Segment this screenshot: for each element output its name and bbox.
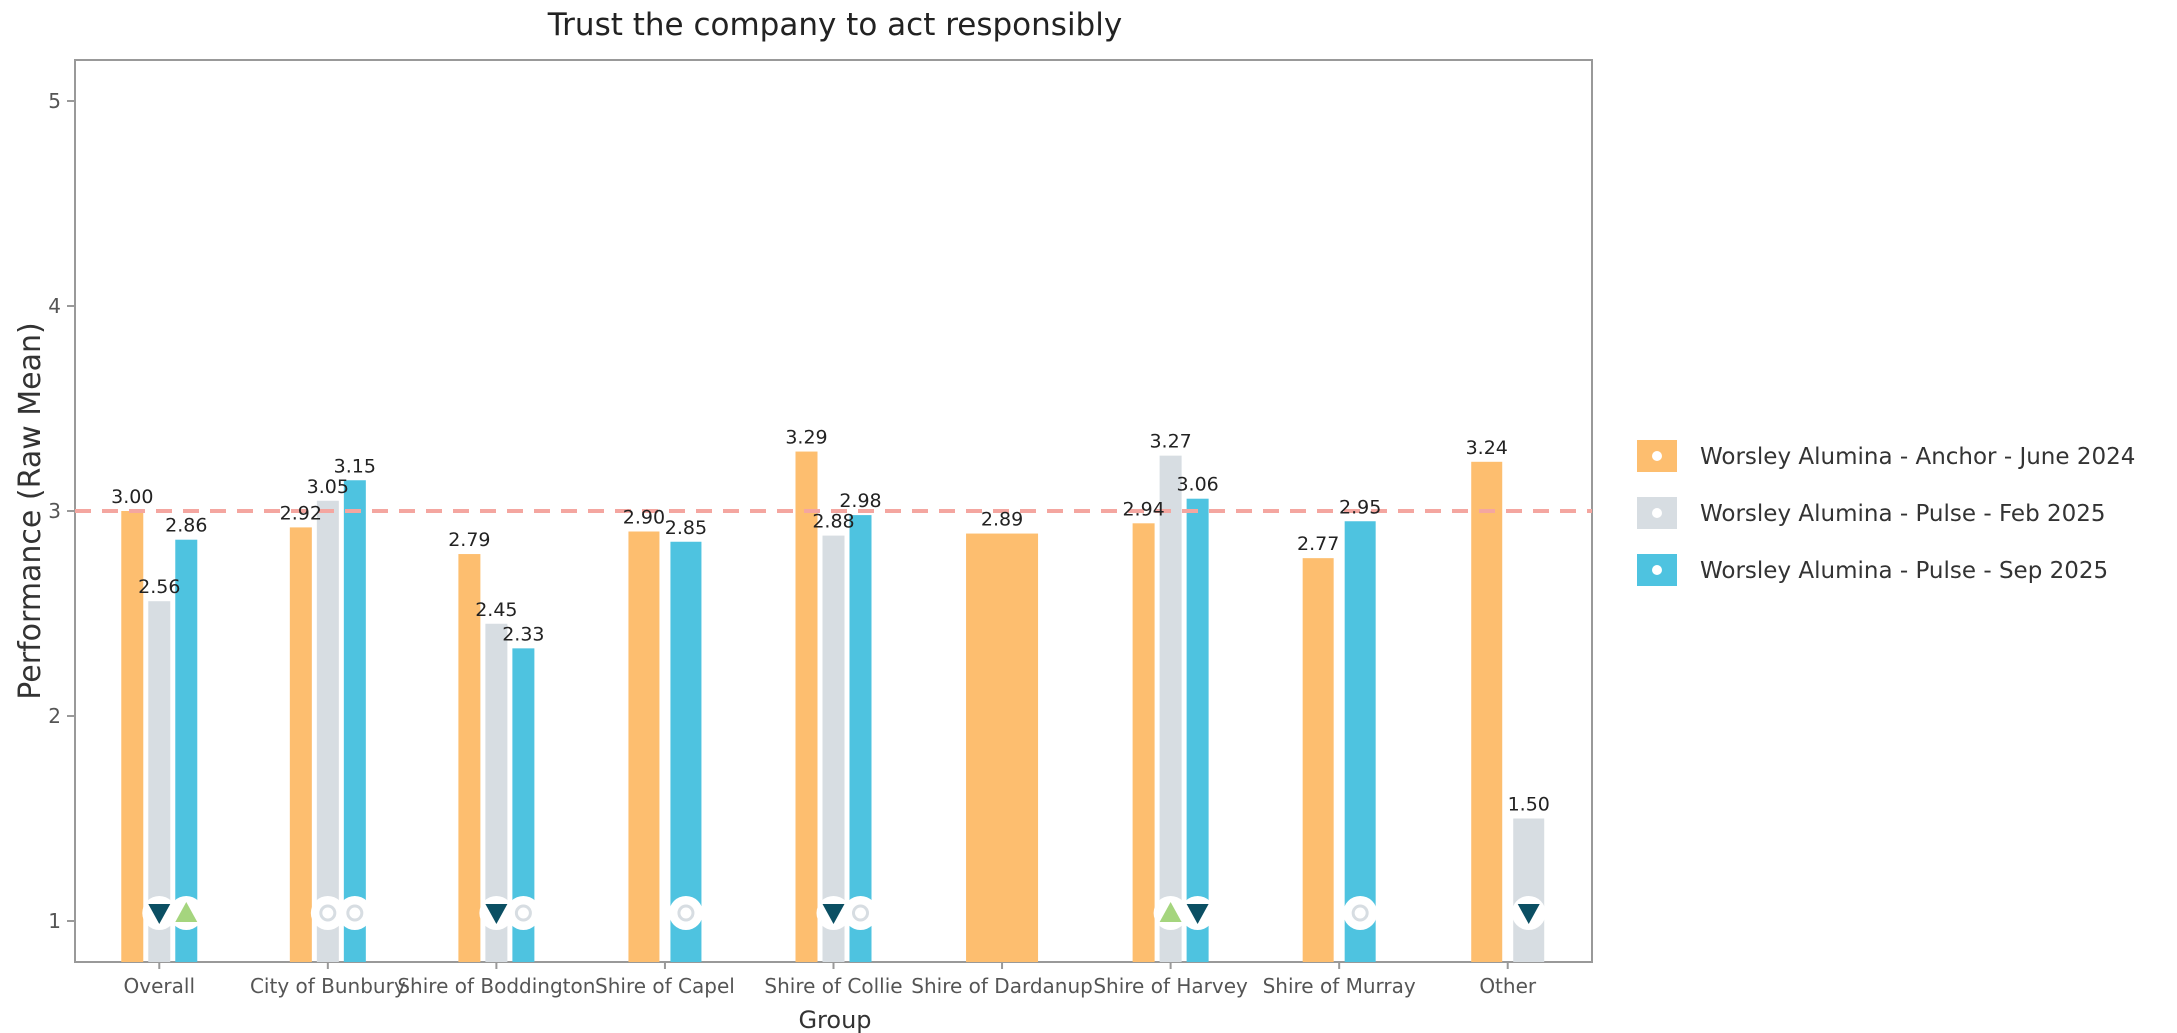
y-tick-label: 4: [48, 294, 61, 318]
bar: [1471, 461, 1503, 962]
y-tick-label: 3: [48, 499, 61, 523]
data-label: 2.89: [981, 509, 1023, 531]
value-labels-layer: 3.00 2.56 2.86 2.92 3.053.15 2.79 2.452.33 2.90…: [111, 427, 1550, 816]
x-tick-label: City of Bunbury: [250, 974, 406, 998]
no-change-icon: [319, 904, 337, 922]
bar: [1344, 521, 1376, 962]
bar: [1513, 818, 1545, 962]
data-label: 2.98: [839, 490, 881, 512]
up-arrow-icon: [175, 902, 198, 922]
x-tick-label: Shire of Dardanup: [911, 974, 1093, 998]
data-label: 3.15: [334, 455, 376, 477]
x-axis-title: Group: [798, 1006, 871, 1033]
y-tick-label: 2: [48, 704, 61, 728]
data-label: 3.00: [111, 486, 153, 508]
no-change-icon: [677, 904, 695, 922]
bar: [670, 541, 702, 962]
bar: [289, 527, 312, 962]
data-label: 2.88: [812, 511, 854, 533]
marker-background: [506, 896, 541, 930]
significance-markers-layer: [142, 896, 1546, 930]
x-tick-label: Shire of Boddington: [397, 974, 595, 998]
marker-background: [843, 896, 878, 930]
marker-background: [668, 896, 703, 930]
chart-title: Trust the company to act responsibly: [547, 7, 1122, 43]
legend-label: Worsley Alumina - Pulse - Sep 2025: [1700, 558, 2108, 584]
data-label: 3.06: [1176, 474, 1218, 496]
data-label: 2.86: [165, 515, 207, 537]
data-label: 2.94: [1122, 498, 1164, 520]
down-arrow-icon: [148, 904, 171, 924]
data-label: 2.95: [1339, 496, 1381, 518]
down-arrow-icon: [822, 904, 845, 924]
data-label: 2.77: [1297, 533, 1339, 555]
legend-label: Worsley Alumina - Anchor - June 2024: [1700, 444, 2135, 470]
data-label: 2.33: [502, 623, 544, 645]
legend-label: Worsley Alumina - Pulse - Feb 2025: [1700, 501, 2106, 527]
x-tick-label: Shire of Collie: [764, 974, 902, 998]
data-label: 2.45: [475, 599, 517, 621]
data-label: 3.24: [1466, 437, 1508, 459]
y-tick-label: 5: [48, 89, 61, 113]
bar: [822, 535, 845, 962]
data-label: 2.92: [280, 502, 322, 524]
data-label: 2.56: [138, 576, 180, 598]
no-change-icon: [1351, 904, 1369, 922]
down-arrow-icon: [485, 904, 508, 924]
y-axis-title: Performance (Raw Mean): [13, 322, 48, 699]
data-label: 2.79: [448, 529, 490, 551]
legend-dot: [1652, 451, 1662, 461]
bar: [1302, 558, 1334, 962]
marker-background: [310, 896, 345, 930]
bar: [485, 623, 508, 962]
y-axis: 1 2 3 4 5: [48, 89, 75, 933]
bar: [148, 601, 171, 962]
bar: [1186, 498, 1209, 962]
bar: [1132, 523, 1155, 962]
bar: [849, 515, 872, 962]
bar: [121, 511, 144, 962]
bar: [458, 554, 481, 962]
no-change-icon: [852, 904, 869, 922]
x-tick-label: Overall: [124, 974, 195, 998]
legend-dot: [1652, 565, 1662, 575]
x-tick-label: Other: [1479, 974, 1537, 998]
x-tick-label: Shire of Capel: [595, 974, 735, 998]
marker-background: [337, 896, 372, 930]
down-arrow-icon: [1186, 904, 1209, 924]
no-change-icon: [514, 904, 532, 922]
bar: [512, 648, 535, 962]
legend: Worsley Alumina - Anchor - June 2024 Wors…: [1637, 440, 2135, 586]
data-label: 2.85: [665, 517, 707, 539]
bar: [628, 531, 660, 962]
no-change-icon: [346, 904, 364, 922]
bars-layer: [121, 451, 1545, 962]
marker-background: [1343, 896, 1378, 930]
x-tick-label: Shire of Harvey: [1093, 974, 1248, 998]
bar: [316, 500, 339, 962]
data-label: 3.05: [307, 476, 349, 498]
bar: [343, 480, 366, 962]
data-label: 3.29: [785, 427, 827, 449]
bar: [1159, 455, 1182, 962]
down-arrow-icon: [1517, 904, 1540, 924]
bar: [795, 451, 818, 962]
y-tick-label: 1: [48, 909, 61, 933]
data-label: 3.27: [1149, 431, 1191, 453]
x-tick-label: Shire of Murray: [1263, 974, 1416, 998]
legend-dot: [1652, 508, 1662, 518]
bar: [175, 539, 198, 962]
up-arrow-icon: [1159, 902, 1182, 922]
data-label: 2.90: [623, 507, 665, 529]
data-label: 1.50: [1508, 794, 1550, 816]
bar: [966, 533, 1039, 962]
